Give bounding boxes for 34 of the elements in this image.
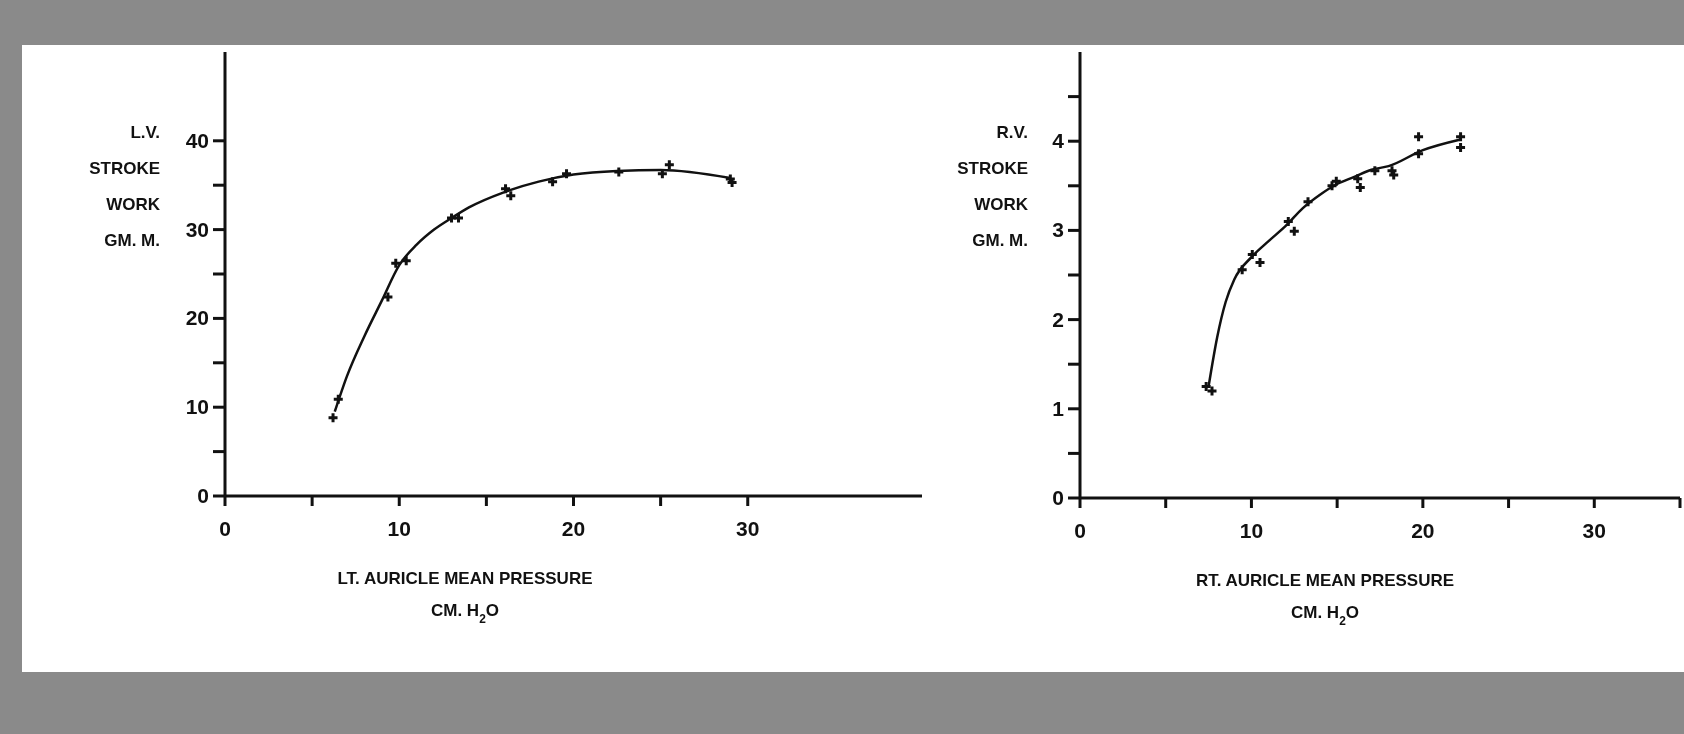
- point: [1289, 226, 1299, 236]
- point: [328, 413, 338, 423]
- y-tick-label: 20: [185, 306, 209, 330]
- y-axis-title: L.V. STROKE WORK GM. M.: [89, 123, 161, 250]
- point: [1201, 382, 1211, 391]
- y-tick-label: 30: [185, 217, 209, 241]
- x-tick-label: 30: [736, 517, 760, 540]
- point: [1414, 132, 1424, 142]
- x-axis-title: LT. AURICLE MEAN PRESSURE CM. H$_{2}$O: [337, 569, 593, 626]
- point: [506, 191, 516, 201]
- x-axis-title: RT. AURICLE MEAN PRESSURE CM. H$_{2}$O: [1195, 571, 1455, 628]
- y-tick-label: 3: [1052, 218, 1064, 242]
- y-axis-title: R.V. STROKE WORK GM. M.: [957, 123, 1029, 250]
- y-tick-label: 40: [185, 128, 209, 152]
- x-tick-label: 20: [1411, 519, 1435, 542]
- point: [1456, 142, 1466, 152]
- point: [453, 213, 463, 223]
- point: [1207, 386, 1217, 396]
- point: [1355, 183, 1365, 193]
- point: [664, 160, 674, 170]
- x-tick-label: 0: [1074, 519, 1086, 542]
- y-tick-label: 0: [197, 484, 209, 507]
- x-tick-label: 0: [219, 517, 231, 540]
- y-tick-label: 1: [1052, 396, 1065, 420]
- point: [391, 258, 401, 268]
- y-tick-label: 10: [185, 395, 209, 419]
- point: [1255, 258, 1265, 268]
- x-tick-label: 10: [387, 517, 411, 540]
- x-tick-label: 20: [561, 517, 586, 540]
- y-tick-label: 0: [1052, 486, 1064, 509]
- y-tick-label: 4: [1052, 129, 1065, 153]
- y-tick-label: 2: [1052, 307, 1064, 331]
- x-tick-label: 10: [1239, 519, 1264, 542]
- x-tick-label: 30: [1582, 519, 1606, 542]
